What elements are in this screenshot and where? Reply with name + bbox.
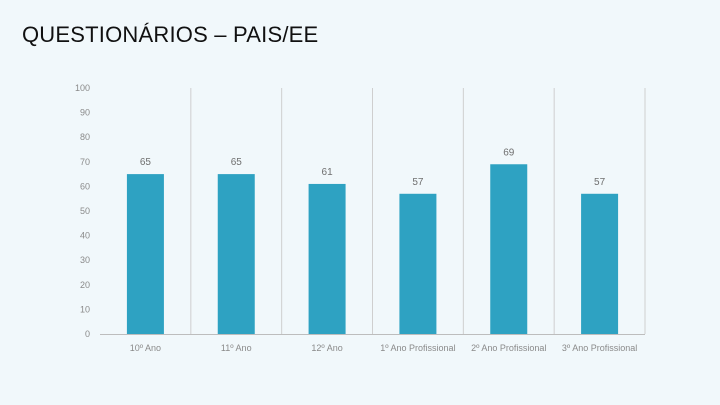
y-tick-label: 80 (80, 132, 90, 142)
data-labels: 65 65 61 57 69 57 (140, 147, 606, 188)
y-tick-label: 70 (80, 157, 90, 167)
bar (217, 174, 255, 334)
bar (399, 193, 437, 334)
data-label: 65 (140, 157, 152, 168)
y-tick-label: 40 (80, 231, 90, 241)
data-label: 57 (594, 177, 606, 188)
bars (126, 164, 619, 334)
category-label: 2º Ano Profissional (471, 343, 546, 353)
bar (581, 193, 619, 334)
category-label: 3º Ano Profissional (562, 343, 637, 353)
data-label: 65 (231, 157, 243, 168)
bar (308, 183, 346, 334)
y-tick-label: 50 (80, 206, 90, 216)
y-tick-label: 60 (80, 181, 90, 191)
y-tick-label: 90 (80, 108, 90, 118)
category-separators (100, 88, 646, 335)
y-tick-label: 20 (80, 280, 90, 290)
category-label: 10º Ano (130, 343, 161, 353)
y-tick-label: 10 (80, 304, 90, 314)
category-label: 11º Ano (221, 343, 252, 353)
data-label: 57 (412, 177, 424, 188)
slide-title: QUESTIONÁRIOS – PAIS/EE (22, 22, 319, 47)
x-axis: 10º Ano 11º Ano 12º Ano 1º Ano Profissional… (130, 343, 638, 353)
data-label: 61 (322, 167, 334, 178)
y-tick-label: 0 (85, 329, 90, 339)
bar (490, 164, 528, 334)
y-tick-label: 30 (80, 255, 90, 265)
y-tick-label: 100 (75, 83, 90, 93)
y-axis: 0 10 20 30 40 50 60 70 80 90 100 (75, 83, 90, 339)
data-label: 69 (503, 147, 515, 158)
bar (126, 174, 164, 334)
category-label: 12º Ano (311, 343, 342, 353)
category-label: 1º Ano Profissional (380, 343, 455, 353)
